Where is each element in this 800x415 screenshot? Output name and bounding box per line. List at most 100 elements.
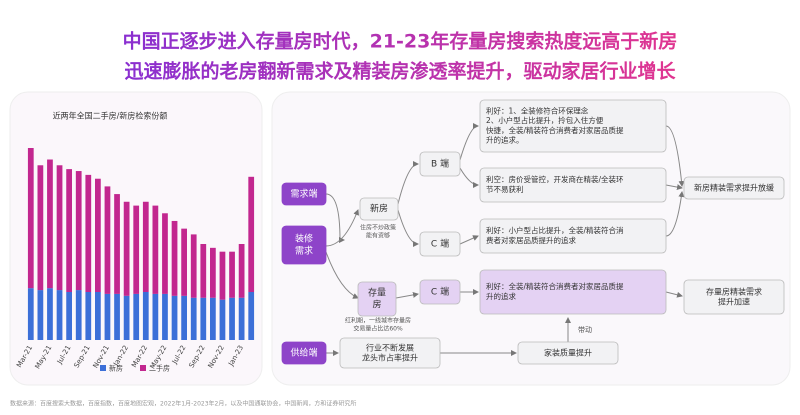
connector xyxy=(665,191,685,237)
node-text: 供给端 xyxy=(290,347,317,359)
bar-segment xyxy=(248,292,255,340)
legend-label: 二手房 xyxy=(149,364,170,373)
bar-segment xyxy=(27,148,34,289)
node-text: 利好：小户型占比提升，全装/精装符合消 xyxy=(486,225,624,235)
node-text: 新房精装需求提升放缓 xyxy=(694,183,774,193)
title-line: 中国正逐步进入存量房时代，21-23年存量房搜索热度远高于新房 xyxy=(123,30,678,53)
node-text: 升的追求。 xyxy=(486,135,524,145)
bar-segment xyxy=(123,201,130,296)
node-text: 房 xyxy=(372,298,381,310)
bar-segment xyxy=(85,174,92,292)
bar-segment xyxy=(248,176,255,292)
legend-swatch xyxy=(100,365,106,371)
diagram-node xyxy=(479,99,667,153)
diagram-node xyxy=(339,337,441,369)
connector xyxy=(397,161,419,205)
bar-segment xyxy=(123,295,130,340)
node-text: 交易量占比达60% xyxy=(353,324,403,332)
connector xyxy=(459,235,479,245)
bar-segment xyxy=(152,205,159,294)
bar-segment xyxy=(47,288,53,340)
diagram-node xyxy=(419,151,461,177)
bar-segment xyxy=(152,293,159,340)
bar-segment xyxy=(238,297,245,340)
diagram-node xyxy=(357,281,397,317)
diagram-node xyxy=(683,176,785,200)
bar-segment xyxy=(181,295,187,340)
bar-segment xyxy=(27,288,34,340)
bar-segment xyxy=(133,205,140,294)
bar-segment xyxy=(114,194,120,294)
diagram-node xyxy=(419,279,461,305)
node-text: 提升加速 xyxy=(718,297,750,307)
node-text: C 端 xyxy=(431,286,449,298)
connector xyxy=(665,125,685,187)
bar-segment xyxy=(56,165,63,291)
bar-segment xyxy=(104,186,111,294)
bar-segment xyxy=(210,297,216,340)
node-text: 新房 xyxy=(370,203,388,215)
node-text: 红利期，一线城市存量房 xyxy=(345,317,411,325)
node-text: 费者对家居品质提升的追求 xyxy=(486,235,576,245)
connector xyxy=(397,209,419,247)
bar-segment xyxy=(75,171,82,291)
bar-segment xyxy=(56,290,63,340)
diagram-node xyxy=(281,182,327,206)
node-text: 需求 xyxy=(295,244,313,256)
bar-segment xyxy=(190,297,197,340)
bar-segment xyxy=(200,244,207,298)
node-text: 2、小户型占比提升，拎包入住方便 xyxy=(486,115,604,125)
connector xyxy=(325,209,359,247)
bar-segment xyxy=(142,201,149,292)
node-text: 能有资够 xyxy=(366,231,390,239)
node-text: 带动 xyxy=(578,325,592,334)
bar-segment xyxy=(66,169,72,292)
node-text: 家装质量提升 xyxy=(544,348,592,358)
node-text: 装修 xyxy=(295,233,313,245)
bar-segment xyxy=(162,293,168,340)
node-text: C 端 xyxy=(431,238,449,250)
connectors xyxy=(325,123,685,356)
node-text: 行业不断发展 xyxy=(366,342,414,352)
bar-segment xyxy=(104,293,111,340)
connector xyxy=(665,291,683,298)
diagram-node xyxy=(479,218,667,254)
bar-segment xyxy=(142,292,149,340)
chart-title: 近两年全国二手房/新房检索份额 xyxy=(53,111,168,121)
diagram-node xyxy=(281,225,327,265)
bar-segment xyxy=(219,299,226,340)
bar-segment xyxy=(114,293,120,340)
bar-segment xyxy=(85,292,92,340)
bar-segment xyxy=(219,251,226,300)
node-text: 住房不炒政策 xyxy=(360,224,396,232)
bar-segment xyxy=(95,292,101,340)
bar-segment xyxy=(229,297,235,340)
connector xyxy=(665,184,683,191)
node-text: 龙头市占率提升 xyxy=(362,353,418,363)
bar-segment xyxy=(171,220,178,296)
connector xyxy=(395,291,419,299)
bar-segment xyxy=(133,293,140,340)
node-text: 快捷，全装/精装符合消费者对家居品质提 xyxy=(486,125,624,135)
bar-segment xyxy=(200,297,207,340)
node-text: 节不易获利 xyxy=(486,184,524,194)
bar-segment xyxy=(238,244,245,298)
node-text: B 端 xyxy=(431,158,449,170)
bar-segment xyxy=(47,159,53,289)
connector xyxy=(459,123,479,161)
bar-segment xyxy=(229,251,235,298)
bar-segment xyxy=(162,213,168,294)
node-text: 利好：全装/精装符合消费者对家居品质提 xyxy=(486,281,624,291)
legend-label: 新房 xyxy=(109,364,123,373)
diagram-node xyxy=(479,167,667,203)
legend-swatch xyxy=(140,365,146,371)
diagram-node xyxy=(419,231,461,257)
bar-segment xyxy=(171,295,178,340)
bar-segment xyxy=(37,290,44,340)
bar-segment xyxy=(75,290,82,340)
bar-segment xyxy=(210,247,216,298)
connector xyxy=(459,167,479,188)
node-text: 存量房精装需求 xyxy=(706,286,762,296)
bar-segment xyxy=(66,292,72,340)
